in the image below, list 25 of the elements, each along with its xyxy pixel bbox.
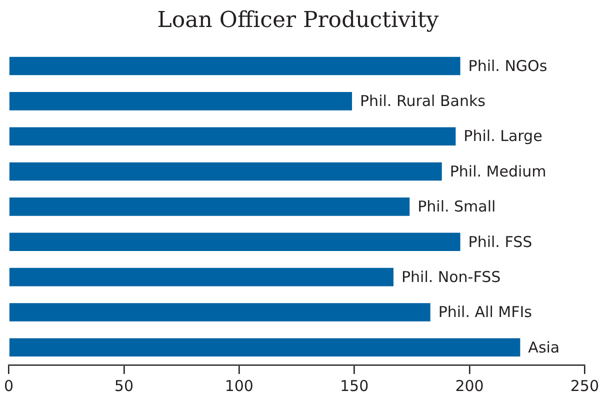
y-tick-label: Phil. Rural Banks [360, 92, 486, 110]
x-tick-label: 50 [114, 376, 134, 395]
bar [9, 232, 460, 252]
y-tick-label: Asia [528, 338, 560, 356]
x-tick-label: 200 [455, 376, 484, 395]
y-tick-label: Phil. FSS [468, 232, 532, 251]
x-tick-label: 0 [4, 376, 14, 395]
bar [9, 92, 352, 110]
bar [9, 303, 430, 322]
bar [9, 127, 456, 146]
y-tick-label: Phil. Medium [450, 162, 546, 180]
y-tick-label: Phil. Large [464, 127, 542, 146]
x-tick-label: 150 [340, 376, 369, 395]
chart-title: Loan Officer Productivity [157, 8, 440, 33]
y-tick-label: Phil. Non-FSS [401, 268, 501, 286]
y-tick-label: Phil. Small [418, 198, 496, 216]
x-tick-label: 250 [570, 376, 600, 395]
x-tick-label: 100 [224, 376, 254, 395]
bar [9, 162, 442, 181]
bar [9, 198, 410, 216]
bar [9, 56, 460, 76]
bar [9, 338, 520, 357]
bar [9, 268, 394, 286]
y-tick-label: Phil. NGOs [468, 56, 548, 75]
y-tick-label: Phil. All MFIs [438, 303, 532, 322]
